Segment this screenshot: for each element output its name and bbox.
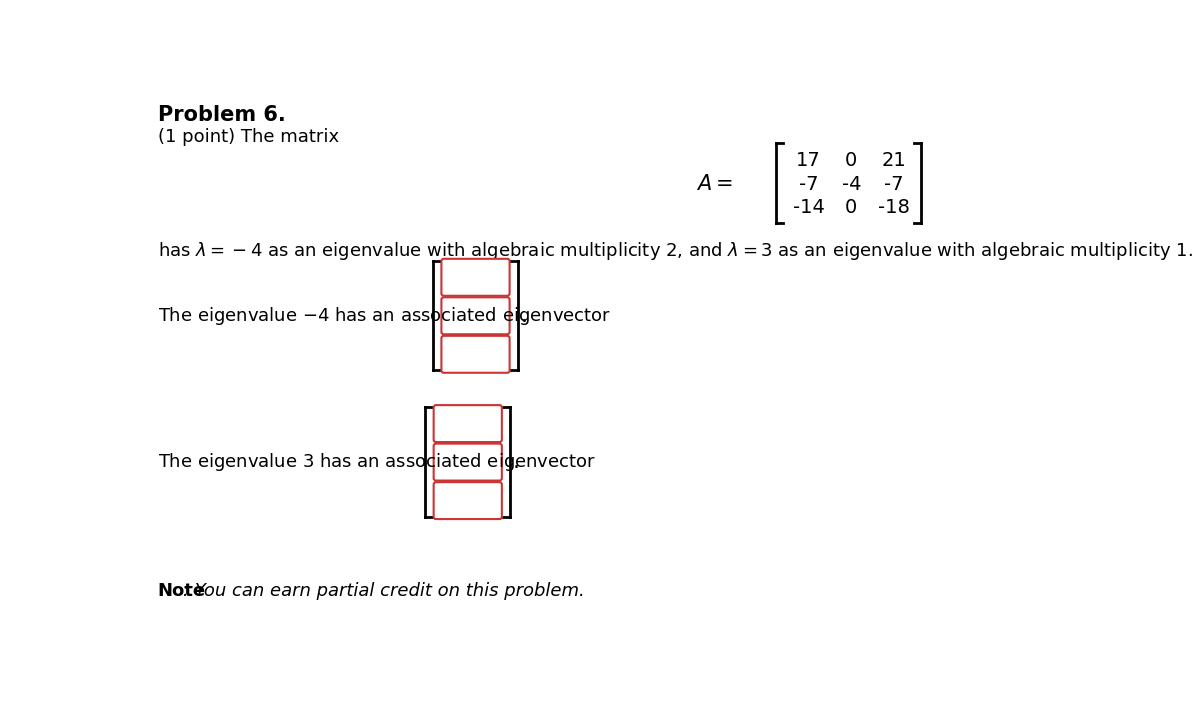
FancyBboxPatch shape	[442, 336, 510, 373]
Text: 17: 17	[797, 150, 821, 170]
Text: : You can earn partial credit on this problem.: : You can earn partial credit on this pr…	[184, 583, 586, 600]
Text: .: .	[521, 306, 528, 326]
Text: has $\lambda = -4$ as an eigenvalue with algebraic multiplicity 2, and $\lambda : has $\lambda = -4$ as an eigenvalue with…	[157, 240, 1193, 262]
Text: (1 point) The matrix: (1 point) The matrix	[157, 128, 338, 146]
Text: -18: -18	[878, 198, 910, 217]
Text: $A =$: $A =$	[696, 174, 733, 194]
Text: Note: Note	[157, 583, 206, 600]
Text: -7: -7	[799, 175, 818, 194]
Text: .: .	[512, 452, 520, 472]
Text: 0: 0	[845, 150, 858, 170]
Text: 21: 21	[882, 150, 906, 170]
FancyBboxPatch shape	[433, 482, 502, 519]
Text: -7: -7	[884, 175, 904, 194]
FancyBboxPatch shape	[442, 297, 510, 334]
FancyBboxPatch shape	[442, 259, 510, 296]
Text: The eigenvalue $-4$ has an associated eigenvector: The eigenvalue $-4$ has an associated ei…	[157, 304, 611, 327]
FancyBboxPatch shape	[433, 405, 502, 442]
Text: The eigenvalue $3$ has an associated eigenvector: The eigenvalue $3$ has an associated eig…	[157, 451, 595, 473]
Text: -14: -14	[793, 198, 824, 217]
Text: -4: -4	[841, 175, 862, 194]
Text: 0: 0	[845, 198, 858, 217]
FancyBboxPatch shape	[433, 443, 502, 481]
Text: Problem 6.: Problem 6.	[157, 105, 286, 125]
